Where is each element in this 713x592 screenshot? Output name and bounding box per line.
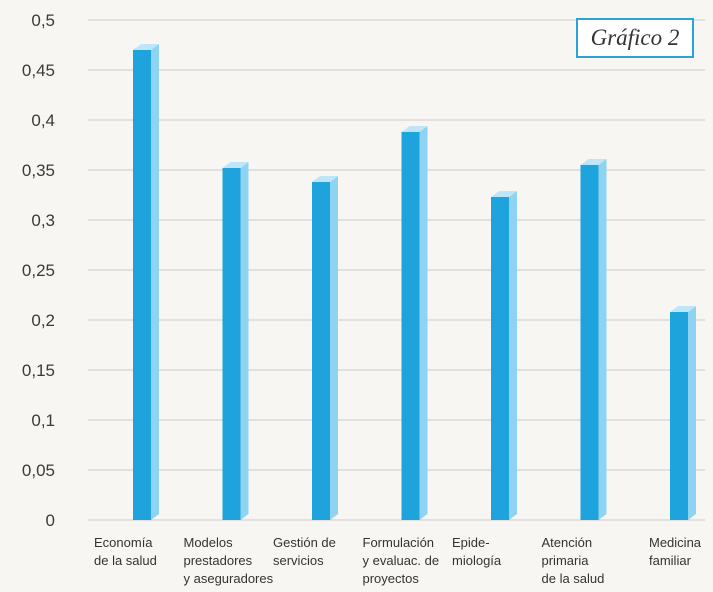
x-tick-label-line: de la salud xyxy=(542,571,605,586)
bar-side xyxy=(240,162,249,520)
x-tick-label-line: Atención xyxy=(542,535,593,550)
bar-top xyxy=(491,191,517,197)
bar-front xyxy=(580,165,599,520)
x-tick-label-line: y aseguradores xyxy=(184,571,274,586)
x-tick-label-line: Medicina xyxy=(649,535,702,550)
bar-side xyxy=(330,176,338,520)
bar-side xyxy=(688,306,696,520)
y-axis-ticks: 0 0,05 0,1 0,15 0,2 0,25 0,3 0,35 0,4 0,45 0,5 xyxy=(22,11,55,530)
bar xyxy=(312,176,338,520)
y-tick-label: 0,3 xyxy=(31,211,55,230)
bar xyxy=(133,44,159,520)
x-tick-label-line: Formulación xyxy=(363,535,435,550)
bar xyxy=(222,162,249,520)
chart-title: Gráfico 2 xyxy=(576,18,694,58)
x-tick-label: Epide-miología xyxy=(452,535,502,568)
y-tick-label: 0,45 xyxy=(22,61,55,80)
x-tick-label-line: proyectos xyxy=(363,571,420,586)
bar-side xyxy=(419,126,428,520)
x-tick-label-line: Gestión de xyxy=(273,535,336,550)
y-tick-label: 0,5 xyxy=(31,11,55,30)
bar-top xyxy=(401,126,428,132)
bar-top xyxy=(580,159,607,165)
bar-front xyxy=(670,312,688,520)
bar-top xyxy=(312,176,338,182)
x-tick-label: Medicina familiar xyxy=(649,535,702,568)
x-tick-label: Formulación y evaluac. de proyectos xyxy=(363,535,440,586)
x-tick-label: Gestión de servicios xyxy=(273,535,336,568)
bar xyxy=(670,306,696,520)
y-tick-label: 0,15 xyxy=(22,361,55,380)
y-tick-label: 0,1 xyxy=(31,411,55,430)
x-tick-label-line: prestadores xyxy=(184,553,253,568)
x-tick-label-line: y evaluac. de xyxy=(363,553,440,568)
y-tick-label: 0,25 xyxy=(22,261,55,280)
x-tick-label-line: miología xyxy=(452,553,502,568)
bar xyxy=(491,191,517,520)
bar-front xyxy=(312,182,330,520)
bar-front xyxy=(222,168,241,520)
bar xyxy=(580,159,607,520)
x-tick-label-line: de la salud xyxy=(94,553,157,568)
x-axis-labels: Economía de la salud Modelos prestadores y a… xyxy=(94,535,702,586)
bar-front xyxy=(491,197,509,520)
bars xyxy=(133,44,696,520)
bar-top xyxy=(222,162,249,168)
bar-side xyxy=(151,44,159,520)
bar-front xyxy=(401,132,420,520)
y-tick-label: 0,35 xyxy=(22,161,55,180)
x-tick-label-line: Modelos xyxy=(184,535,234,550)
y-tick-label: 0,4 xyxy=(31,111,55,130)
y-tick-label: 0,05 xyxy=(22,461,55,480)
y-tick-label: 0 xyxy=(46,511,55,530)
x-tick-label-line: familiar xyxy=(649,553,692,568)
grid-lines xyxy=(88,19,705,521)
bar xyxy=(401,126,428,520)
x-tick-label: Economía de la salud xyxy=(94,535,157,568)
bar-side xyxy=(598,159,607,520)
x-tick-label-line: Economía xyxy=(94,535,153,550)
bar-top xyxy=(670,306,696,312)
bar-side xyxy=(509,191,517,520)
x-tick-label: Modelos prestadores y aseguradores xyxy=(184,535,274,586)
bar-front xyxy=(133,50,151,520)
x-tick-label: Atención primaria de la salud xyxy=(542,535,605,586)
x-tick-label-line: primaria xyxy=(542,553,590,568)
x-tick-label-line: servicios xyxy=(273,553,324,568)
y-tick-label: 0,2 xyxy=(31,311,55,330)
x-tick-label-line: Epide- xyxy=(452,535,490,550)
bar-top xyxy=(133,44,159,50)
